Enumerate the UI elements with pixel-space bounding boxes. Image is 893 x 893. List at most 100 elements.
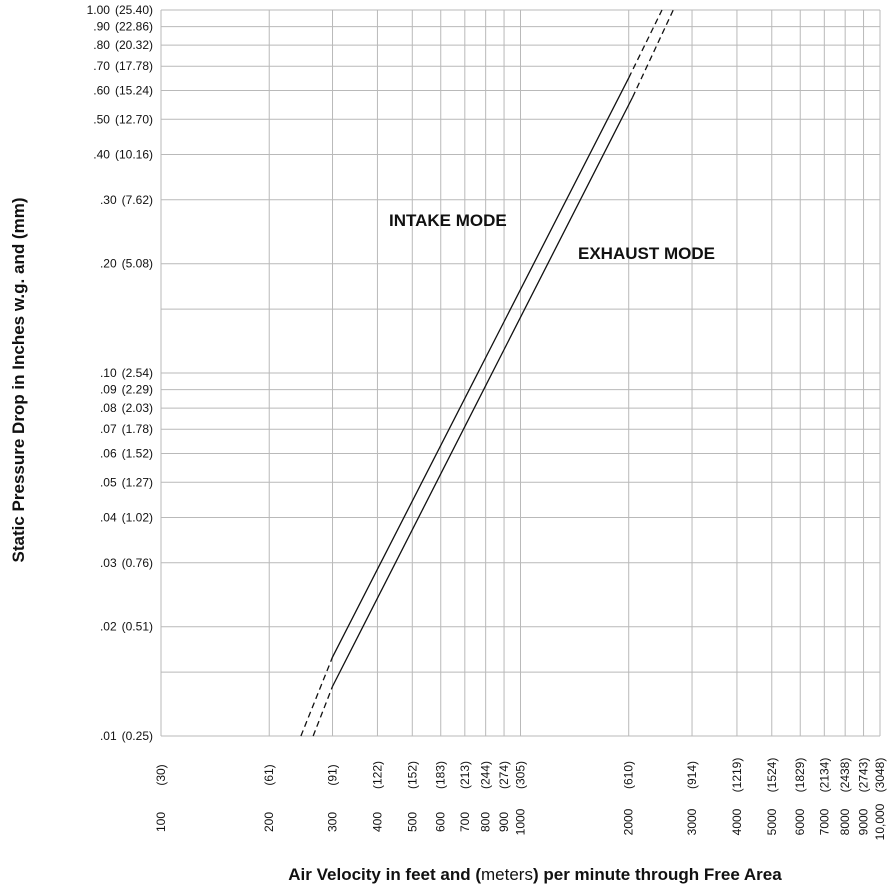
y-tick-mm: (0.76) — [122, 556, 153, 570]
x-tick-metric: (1829) — [793, 758, 807, 793]
y-tick-inches: .50 — [93, 112, 110, 126]
x-axis-title-part1: Air Velocity in feet and ( — [288, 865, 481, 884]
x-tick-metric: (1219) — [730, 758, 744, 793]
y-tick-mm: (0.25) — [122, 729, 153, 743]
y-tick-inches: .07 — [100, 422, 117, 436]
y-tick-inches: .08 — [100, 401, 117, 415]
y-axis-title: Static Pressure Drop in Inches w.g. and … — [9, 198, 28, 563]
series-label-exhaust: EXHAUST MODE — [578, 244, 715, 263]
x-tick-metric: (30) — [154, 764, 168, 785]
y-tick-mm: (10.16) — [115, 147, 153, 161]
x-axis-title-part2: ) per minute through Free Area — [533, 865, 782, 884]
y-tick-label: .70 (17.78) — [93, 59, 153, 73]
x-tick-label: 200 — [262, 812, 276, 832]
y-tick-label: .20 (5.08) — [100, 257, 153, 271]
x-tick-metric: (3048) — [873, 758, 887, 793]
y-tick-label: .80 (20.32) — [93, 38, 153, 52]
x-tick-labels: (30) 100 (61) 200 (91) 300 (122) 400 (152) 500 (18… — [154, 758, 887, 841]
x-tick-metric: (2743) — [857, 758, 871, 793]
x-tick-metric: (61) — [262, 764, 276, 785]
x-tick-metric: (1524) — [765, 758, 779, 793]
y-tick-label: .06 (1.52) — [100, 447, 153, 461]
y-tick-mm: (20.32) — [115, 38, 153, 52]
y-tick-inches: .10 — [100, 366, 117, 380]
series-0-dashed-high — [628, 9, 663, 79]
y-tick-mm: (2.03) — [122, 401, 153, 415]
x-tick-label: 6000 — [793, 808, 807, 835]
x-tick-label: 100 — [154, 812, 168, 832]
x-tick-label: 600 — [434, 812, 448, 832]
x-tick-metric: (2134) — [817, 758, 831, 793]
series-1-solid — [331, 96, 634, 687]
y-tick-inches: .01 — [100, 729, 117, 743]
y-tick-mm: (22.86) — [115, 20, 153, 34]
series-1-dashed-low — [312, 686, 334, 737]
y-tick-inches: .03 — [100, 556, 117, 570]
y-tick-inches: .02 — [100, 620, 117, 634]
x-tick-metric: (213) — [458, 761, 472, 789]
y-tick-label: .10 (2.54) — [100, 366, 153, 380]
y-tick-mm: (0.51) — [122, 620, 153, 634]
y-tick-mm: (2.29) — [122, 383, 153, 397]
y-tick-inches: .80 — [93, 38, 110, 52]
y-tick-mm: (25.40) — [115, 3, 153, 17]
x-tick-label: 300 — [326, 812, 340, 832]
x-tick-metric: (122) — [370, 761, 384, 789]
series-0-solid — [331, 77, 630, 658]
x-tick-label: 8000 — [838, 808, 852, 835]
series-1-dashed-high — [631, 9, 674, 98]
y-tick-label: .01 (0.25) — [100, 729, 153, 743]
y-tick-label: .03 (0.76) — [100, 556, 153, 570]
x-tick-metric: (274) — [497, 761, 511, 789]
y-tick-mm: (17.78) — [115, 59, 153, 73]
y-tick-mm: (12.70) — [115, 112, 153, 126]
y-tick-inches: .70 — [93, 59, 110, 73]
series-0-dashed-low — [300, 656, 334, 737]
y-tick-mm: (5.08) — [122, 257, 153, 271]
x-tick-label: 9000 — [857, 808, 871, 835]
y-tick-inches: .30 — [100, 193, 117, 207]
x-tick-label: 500 — [405, 812, 419, 832]
x-tick-label: 1000 — [514, 808, 528, 835]
y-tick-inches: .06 — [100, 447, 117, 461]
y-tick-label: .04 (1.02) — [100, 510, 153, 524]
y-tick-mm: (1.02) — [122, 510, 153, 524]
y-tick-inches: .04 — [100, 510, 117, 524]
x-tick-label: 5000 — [765, 808, 779, 835]
y-tick-mm: (15.24) — [115, 84, 153, 98]
y-tick-label: .07 (1.78) — [100, 422, 153, 436]
y-tick-label: .40 (10.16) — [93, 147, 153, 161]
x-tick-metric: (152) — [405, 761, 419, 789]
y-tick-label: .30 (7.62) — [100, 193, 153, 207]
y-tick-labels: 1.00 (25.40) .90 (22.86) .80 (20.32) .70 (17.78… — [87, 3, 153, 743]
y-tick-mm: (2.54) — [122, 366, 153, 380]
x-tick-metric: (91) — [326, 764, 340, 785]
x-tick-label: 7000 — [817, 808, 831, 835]
x-tick-label: 3000 — [685, 808, 699, 835]
x-tick-label: 10,000 — [873, 803, 887, 840]
x-tick-metric: (914) — [685, 761, 699, 789]
y-tick-label: .50 (12.70) — [93, 112, 153, 126]
y-tick-label: 1.00 (25.40) — [87, 3, 153, 17]
x-axis-title-unit: meters — [481, 865, 533, 884]
y-tick-inches: .60 — [93, 84, 110, 98]
y-tick-mm: (1.78) — [122, 422, 153, 436]
x-axis-title: Air Velocity in feet and (meters) per mi… — [288, 865, 782, 884]
y-tick-mm: (1.52) — [122, 447, 153, 461]
x-tick-label: 4000 — [730, 808, 744, 835]
series-lines — [300, 9, 674, 737]
grid — [160, 9, 881, 737]
y-tick-inches: 1.00 — [87, 3, 111, 17]
y-tick-inches: .20 — [100, 257, 117, 271]
series-label-intake: INTAKE MODE — [389, 211, 507, 230]
y-tick-label: .02 (0.51) — [100, 620, 153, 634]
x-tick-metric: (183) — [434, 761, 448, 789]
y-tick-inches: .05 — [100, 475, 117, 489]
y-tick-label: .05 (1.27) — [100, 475, 153, 489]
y-tick-inches: .09 — [100, 383, 117, 397]
y-tick-inches: .90 — [93, 20, 110, 34]
y-tick-inches: .40 — [93, 147, 110, 161]
y-tick-label: .60 (15.24) — [93, 84, 153, 98]
x-tick-metric: (2438) — [838, 758, 852, 793]
